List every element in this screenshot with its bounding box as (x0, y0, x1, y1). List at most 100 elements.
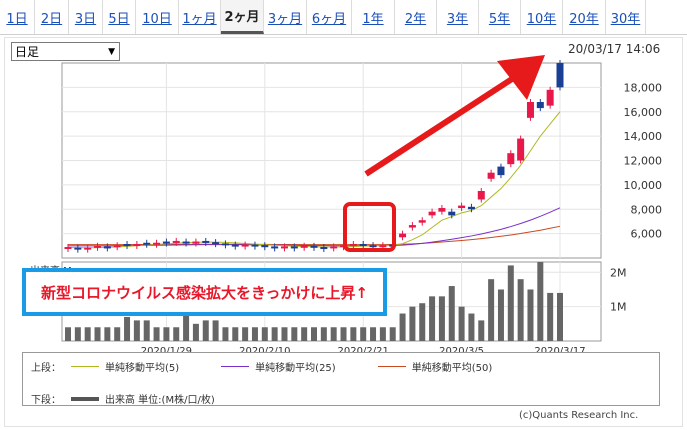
tab-9[interactable]: 6ヶ月 (307, 0, 352, 34)
volume-bar (291, 327, 298, 341)
legend-ma50-label: 単純移動平均(50) (411, 363, 493, 374)
interval-select[interactable]: 日足 ▼ (11, 42, 120, 61)
candle (399, 233, 407, 238)
volume-bar (488, 279, 495, 341)
candle (458, 205, 466, 209)
volume-bar (468, 313, 475, 341)
candle (369, 245, 377, 248)
x-tick-label: 2020/1/29 (141, 346, 192, 357)
volume-bar (183, 313, 190, 341)
y-tick-label: 18,000 (624, 81, 663, 94)
candle (74, 247, 82, 250)
volume-bar (94, 327, 101, 341)
volume-bar (547, 292, 554, 341)
tab-15[interactable]: 20年 (563, 0, 606, 34)
x-tick-label: 2020/2/10 (239, 346, 290, 357)
y-tick-label: 14,000 (624, 130, 663, 143)
tab-1[interactable]: 1日 (0, 0, 35, 34)
tab-2[interactable]: 2日 (35, 0, 69, 34)
chevron-down-icon: ▼ (108, 47, 115, 57)
candle (84, 247, 92, 250)
volume-bar (350, 327, 357, 341)
volume-bar (360, 327, 367, 341)
candle (438, 208, 446, 212)
candle (487, 172, 495, 179)
legend-volume: 出来高 単位:(M株/口/枚) (61, 391, 215, 406)
tab-6[interactable]: 1ヶ月 (179, 0, 221, 34)
candle (349, 243, 357, 246)
volume-bar (124, 316, 131, 341)
tab-13[interactable]: 5年 (479, 0, 521, 34)
volume-bar (153, 327, 160, 341)
candle (546, 89, 554, 106)
arrow-head (497, 55, 545, 100)
candle (192, 241, 200, 244)
volume-bar (537, 262, 544, 341)
y-tick-label: 6,000 (631, 228, 663, 241)
candle (64, 247, 72, 250)
tab-5[interactable]: 10日 (136, 0, 179, 34)
y-tick-label: 8,000 (631, 203, 663, 216)
volume-bar (104, 327, 111, 341)
candle (172, 240, 180, 243)
candle (251, 244, 259, 247)
legend-ma25-label: 単純移動平均(25) (255, 363, 336, 374)
volume-bar (251, 327, 258, 341)
volume-bar (438, 296, 445, 341)
candle (280, 246, 288, 249)
candle (477, 190, 485, 200)
volume-bar (507, 265, 514, 341)
volume-bar (261, 327, 268, 341)
candle (202, 240, 210, 243)
volume-bar (370, 327, 377, 341)
volume-bar (399, 313, 406, 341)
candle (212, 242, 220, 245)
tab-11[interactable]: 2年 (395, 0, 437, 34)
volume-bar (527, 289, 534, 341)
volume-bar (330, 327, 337, 341)
legend-row-lower: 下段： 出来高 単位:(M株/口/枚) (31, 391, 215, 406)
candle (290, 246, 298, 249)
candle (359, 243, 367, 246)
volume-bar (557, 292, 563, 341)
candle (330, 246, 338, 249)
candle (310, 245, 318, 248)
highlight-box (343, 202, 396, 252)
candle (143, 242, 151, 245)
volume-bar (478, 320, 485, 341)
legend-row-upper: 上段： 単純移動平均(5) 単純移動平均(25) 単純移動平均(50) (31, 359, 492, 374)
tab-4[interactable]: 5日 (103, 0, 136, 34)
volume-bar (379, 327, 386, 341)
volume-bar (320, 327, 327, 341)
volume-tick-label: 1M (610, 301, 627, 314)
candle (94, 245, 102, 248)
candle (467, 206, 475, 210)
legend-volume-label: 出来高 単位:(M株/口/枚) (105, 395, 215, 406)
volume-bar (419, 303, 426, 341)
tab-12[interactable]: 3年 (437, 0, 479, 34)
candle (153, 242, 161, 245)
candle (221, 243, 229, 246)
tab-8[interactable]: 3ヶ月 (264, 0, 307, 34)
tab-14[interactable]: 10年 (521, 0, 563, 34)
candle (182, 241, 190, 244)
volume-bar (173, 327, 180, 341)
volume-bar (242, 327, 249, 341)
candle (162, 241, 170, 244)
candle (536, 102, 544, 109)
tab-divider (0, 34, 687, 35)
tab-16[interactable]: 30年 (606, 0, 646, 34)
volume-bar (311, 327, 317, 341)
candle (497, 166, 505, 176)
y-tick-label: 10,000 (624, 179, 663, 192)
volume-swatch (71, 396, 99, 401)
tab-3[interactable]: 3日 (69, 0, 103, 34)
candle (517, 138, 525, 161)
interval-select-value: 日足 (15, 45, 40, 59)
tab-10[interactable]: 1年 (352, 0, 395, 34)
candle (320, 247, 328, 250)
tab-7[interactable]: 2ヶ月 (221, 0, 264, 34)
volume-bar (114, 327, 121, 341)
candle (103, 246, 111, 249)
ma5-swatch (71, 366, 99, 367)
